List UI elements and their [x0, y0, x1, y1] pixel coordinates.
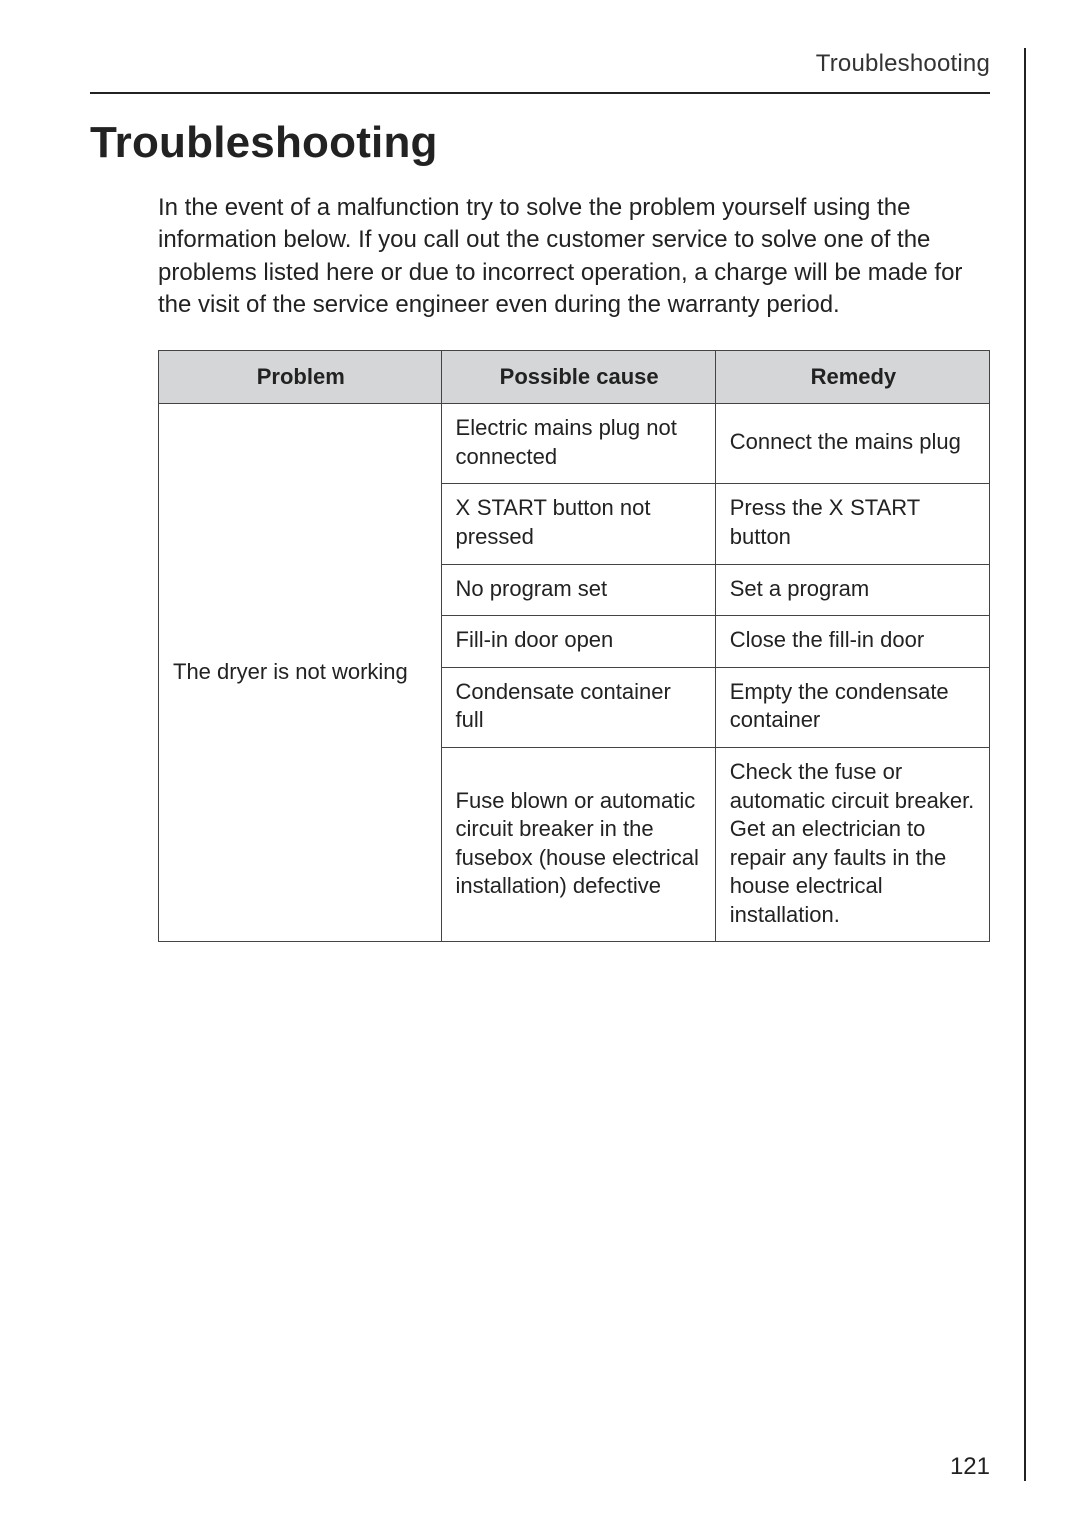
remedy-cell: Press the X START button: [715, 484, 989, 564]
running-header: Troubleshooting: [90, 50, 990, 84]
cause-cell: Condensate container full: [441, 667, 715, 747]
cause-cell: Fuse blown or automatic circuit breaker …: [441, 747, 715, 942]
remedy-cell: Check the fuse or automatic circuit brea…: [715, 747, 989, 942]
table-header-row: Problem Possible cause Remedy: [159, 350, 990, 404]
col-header-problem: Problem: [159, 350, 442, 404]
remedy-cell: Close the fill-in door: [715, 616, 989, 668]
col-header-remedy: Remedy: [715, 350, 989, 404]
col-header-cause: Possible cause: [441, 350, 715, 404]
cause-cell: Electric mains plug not connected: [441, 404, 715, 484]
remedy-text-prefix: Press the: [730, 495, 829, 520]
cause-text: START button not pressed: [456, 495, 651, 549]
right-margin-rule: [1024, 48, 1026, 1481]
problem-cell: The dryer is not working: [159, 404, 442, 942]
troubleshooting-table: Problem Possible cause Remedy The dryer …: [158, 350, 990, 943]
page-number: 121: [950, 1453, 990, 1481]
remedy-cell: Set a program: [715, 564, 989, 616]
header-rule: [90, 92, 990, 94]
cause-cell: X START button not pressed: [441, 484, 715, 564]
remedy-cell: Connect the mains plug: [715, 404, 989, 484]
intro-paragraph: In the event of a malfunction try to sol…: [158, 192, 990, 322]
page-title: Troubleshooting: [90, 118, 990, 168]
page-container: Troubleshooting Troubleshooting In the e…: [0, 0, 1080, 1529]
cause-cell: No program set: [441, 564, 715, 616]
x-symbol: X: [456, 495, 471, 520]
cause-cell: Fill-in door open: [441, 616, 715, 668]
remedy-cell: Empty the condensate container: [715, 667, 989, 747]
table-row: The dryer is not working Electric mains …: [159, 404, 990, 484]
x-symbol: X: [829, 495, 844, 520]
